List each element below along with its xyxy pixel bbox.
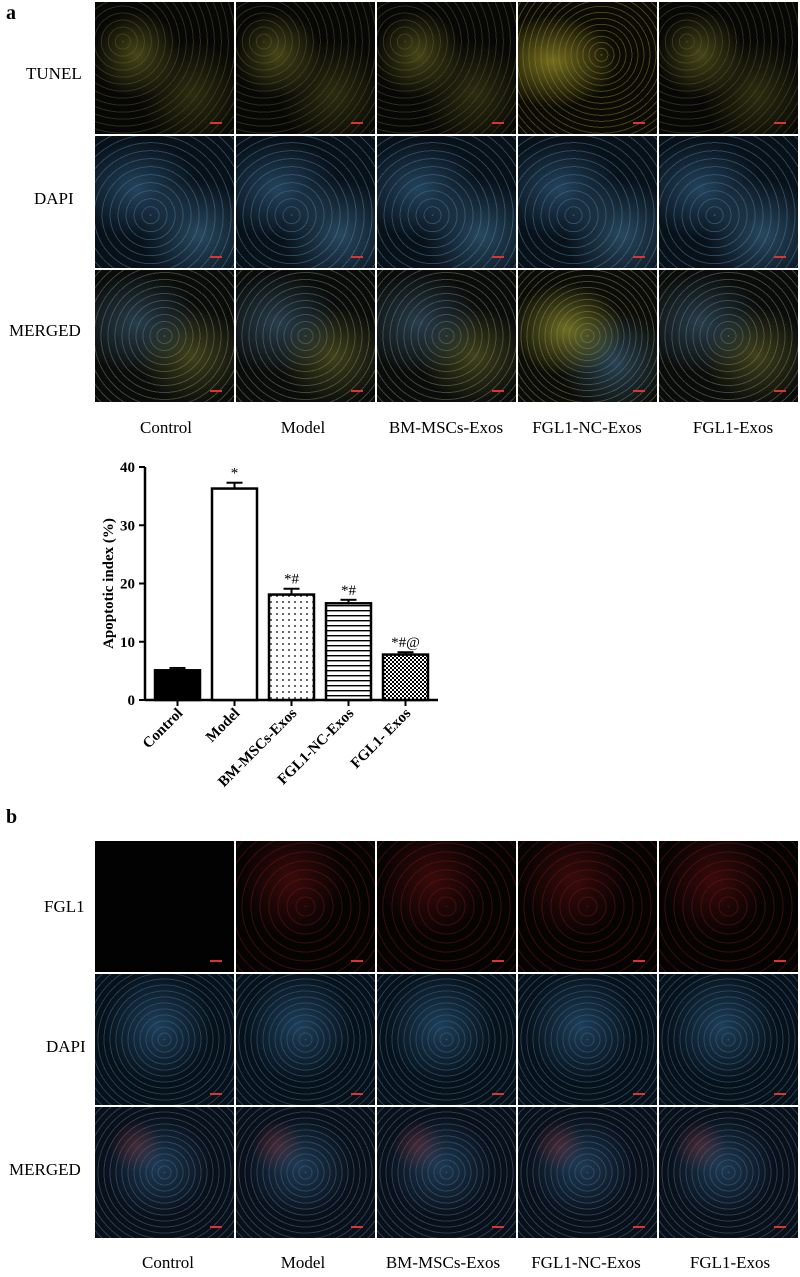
y-tick-label: 40 (120, 460, 135, 476)
col-label-b-fgl1-nc-exos: FGL1-NC-Exos (531, 1253, 641, 1272)
y-axis-label: Apoptotic index (%) (101, 518, 117, 649)
bar (210, 487, 259, 702)
panel-b-image-grid (95, 841, 799, 1239)
dapi-b-control-image (95, 974, 234, 1105)
row-label-dapi: DAPI (34, 189, 74, 208)
row-label-merged-b: MERGED (9, 1160, 81, 1179)
significance-label: * (231, 466, 239, 482)
tunel-fgl1-exos-image (659, 2, 798, 134)
dapi-b-bm-mscs-exos-image (377, 974, 516, 1105)
col-label-bm-mscs-exos: BM-MSCs-Exos (388, 418, 504, 437)
row-label-tunel: TUNEL (26, 64, 82, 83)
dapi-fgl1-nc-exos-image (518, 136, 657, 268)
fgl1-bm-mscs-exos-image (377, 841, 516, 972)
y-tick-label: 30 (120, 518, 135, 534)
merged-b-model-image (236, 1107, 375, 1238)
merged-b-bm-mscs-exos-image (377, 1107, 516, 1238)
merged-bm-mscs-exos-image (377, 270, 516, 402)
col-label-fgl1-exos: FGL1-Exos (692, 418, 774, 437)
panel-a-image-grid (95, 2, 799, 403)
dapi-b-fgl1-nc-exos-image (518, 974, 657, 1105)
significance-label: *# (284, 572, 300, 588)
col-label-b-control: Control (142, 1253, 194, 1272)
merged-model-image (236, 270, 375, 402)
x-tick-label: Model (203, 706, 243, 746)
fgl1-control-image (95, 841, 234, 972)
merged-b-fgl1-nc-exos-image (518, 1107, 657, 1238)
merged-control-image (95, 270, 234, 402)
apoptotic-index-chart-svg: 0 10 20 30 40 Apoptotic index (%) Control * Mode… (101, 460, 438, 790)
y-tick-label: 10 (120, 635, 135, 651)
merged-fgl1-nc-exos-image (518, 270, 657, 402)
x-tick-label: Control (140, 706, 186, 752)
panel-a-letter: a (6, 2, 16, 24)
col-label-fgl1-nc-exos: FGL1-NC-Exos (532, 418, 642, 437)
apoptotic-index-chart: 0 10 20 30 40 Apoptotic index (%) Control * Mode… (100, 455, 530, 795)
bar (267, 593, 316, 702)
row-label-fgl1: FGL1 (44, 897, 85, 916)
fgl1-fgl1-exos-image (659, 841, 798, 972)
dapi-fgl1-exos-image (659, 136, 798, 268)
col-label-b-model: Model (280, 1253, 326, 1272)
y-tick-label: 20 (120, 577, 135, 593)
fgl1-model-image (236, 841, 375, 972)
dapi-control-image (95, 136, 234, 268)
col-label-model: Model (280, 418, 326, 437)
significance-label: *#@ (391, 635, 420, 651)
dapi-b-model-image (236, 974, 375, 1105)
panel-b-letter: b (6, 806, 18, 828)
bar (324, 602, 373, 702)
merged-b-fgl1-exos-image (659, 1107, 798, 1238)
dapi-b-fgl1-exos-image (659, 974, 798, 1105)
bar (153, 669, 202, 702)
merged-b-control-image (95, 1107, 234, 1238)
col-label-control: Control (140, 418, 192, 437)
tunel-bm-mscs-exos-image (377, 2, 516, 134)
dapi-bm-mscs-exos-image (377, 136, 516, 268)
fgl1-fgl1-nc-exos-image (518, 841, 657, 972)
tunel-fgl1-nc-exos-image (518, 2, 657, 134)
tunel-control-image (95, 2, 234, 134)
col-label-b-bm-mscs-exos: BM-MSCs-Exos (385, 1253, 501, 1272)
tunel-model-image (236, 2, 375, 134)
x-tick-label: FGL1- Exos (348, 705, 415, 772)
row-label-dapi-b: DAPI (46, 1037, 86, 1056)
row-label-merged: MERGED (9, 321, 81, 340)
y-tick-label: 0 (128, 693, 136, 709)
merged-fgl1-exos-image (659, 270, 798, 402)
bar (381, 653, 430, 702)
significance-label: *# (341, 583, 357, 599)
dapi-model-image (236, 136, 375, 268)
col-label-b-fgl1-exos: FGL1-Exos (689, 1253, 771, 1272)
